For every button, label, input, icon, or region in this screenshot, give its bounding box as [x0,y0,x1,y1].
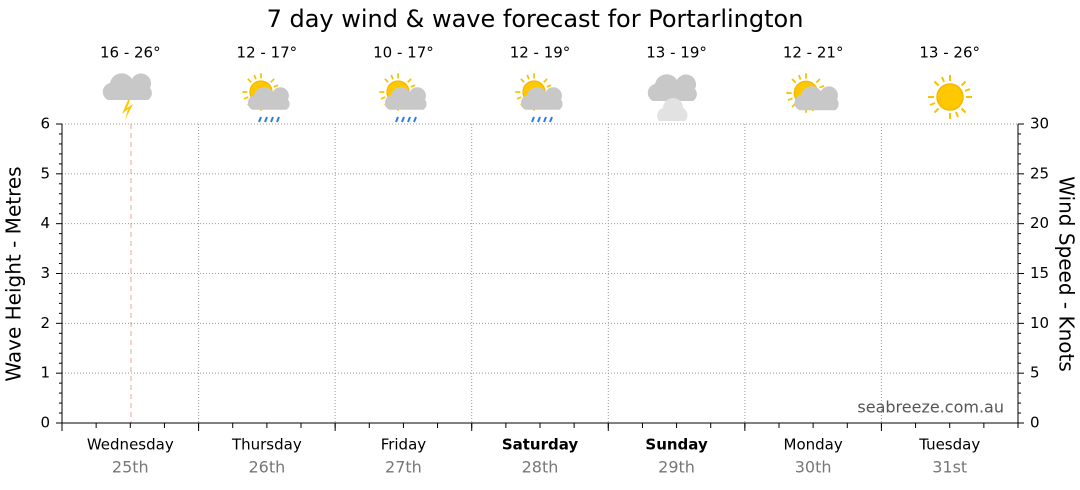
x-tick-label: Monday [784,436,843,454]
y-tick-label: 6 [40,115,50,133]
x-tick-label: Wednesday [87,436,174,454]
date-label: 31st [932,458,967,477]
x-tick-label: Sunday [645,436,708,454]
x-tick-label: Saturday [502,436,579,454]
date-label: 25th [112,458,149,477]
y-tick-label: 3 [40,264,50,282]
chart-title: 7 day wind & wave forecast for Portarlin… [267,5,804,33]
y2-tick-label: 0 [1030,414,1040,432]
y2-tick-label: 25 [1030,164,1049,182]
y2-axis-label: Wind Speed - Knots [1055,176,1079,372]
y-tick-label: 5 [40,164,50,182]
watermark: seabreeze.com.au [857,398,1004,417]
y2-tick-label: 10 [1030,314,1049,332]
date-label: 30th [795,458,832,477]
x-tick-label: Thursday [231,436,302,454]
y-tick-label: 4 [40,214,50,232]
weather-icons [102,72,973,123]
y2-tick-label: 30 [1030,115,1049,133]
y2-tick-label: 20 [1030,214,1049,232]
y-tick-label: 0 [40,414,50,432]
temperature-label: 12 - 19° [510,44,571,62]
date-label: 29th [658,458,695,477]
temperature-label: 13 - 19° [646,44,707,62]
date-label: 28th [522,458,559,477]
date-label: 26th [248,458,285,477]
x-tick-label: Tuesday [918,436,980,454]
y-tick-label: 2 [40,314,50,332]
y2-tick-label: 5 [1030,364,1040,382]
y-tick-label: 1 [40,364,50,382]
temperature-label: 12 - 21° [783,44,844,62]
temperature-label: 16 - 26° [100,44,161,62]
temperature-label: 12 - 17° [237,44,298,62]
temperature-label: 13 - 26° [919,44,980,62]
y-axis-label: Wave Height - Metres [2,166,26,381]
x-tick-label: Friday [381,436,427,454]
y2-tick-label: 15 [1030,264,1049,282]
date-label: 27th [385,458,422,477]
temperature-label: 10 - 17° [373,44,434,62]
